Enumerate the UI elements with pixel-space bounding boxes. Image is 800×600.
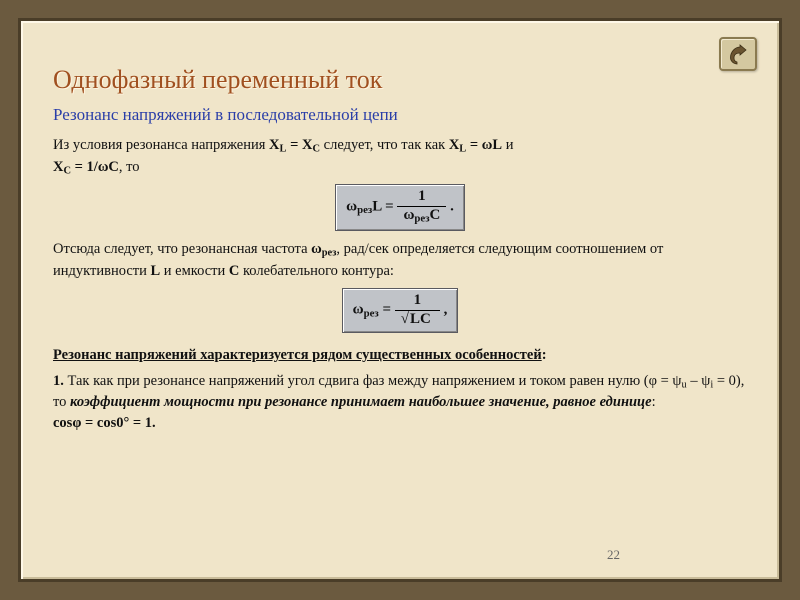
cos-line: cosφ = cos0° = 1. xyxy=(53,415,156,431)
text: следует, что так как xyxy=(320,137,449,153)
f2-omega: ω xyxy=(353,302,364,318)
xl2: X xyxy=(449,137,459,153)
sub-c: C xyxy=(312,144,320,155)
item-bold: коэффициент мощности при резонансе прини… xyxy=(70,394,652,410)
text: и емкости xyxy=(160,263,229,279)
omega-rez: ω xyxy=(311,241,322,257)
heading-colon: : xyxy=(542,347,547,363)
heading-text: Резонанс напряжений характеризуется рядо… xyxy=(53,347,542,363)
u-turn-icon xyxy=(725,43,751,65)
f1-frac: 1ωрезC xyxy=(397,189,446,225)
f2-eq: = xyxy=(379,302,395,318)
xc2: X xyxy=(53,159,63,175)
f1-den: ωрезC xyxy=(397,207,446,225)
L: L xyxy=(150,263,160,279)
f1-den-c: C xyxy=(430,207,441,223)
f2-sub: рез xyxy=(364,307,379,319)
f2-frac: 1√LC xyxy=(395,293,440,328)
item-text-a: Так как при резонансе напряжений угол сд… xyxy=(68,373,682,389)
f1-tail: . xyxy=(446,199,454,215)
paragraph-1: Из условия резонанса напряжения XL = XC … xyxy=(53,135,747,178)
sub-c2: C xyxy=(63,165,71,176)
back-button[interactable] xyxy=(719,37,757,71)
item-num: 1. xyxy=(53,373,68,389)
sub-l: L xyxy=(280,144,287,155)
formula-2: ωрез = 1√LC , xyxy=(342,288,459,334)
f2-under-sqrt: LC xyxy=(407,310,434,327)
heading-features: Резонанс напряжений характеризуется рядо… xyxy=(53,345,747,366)
f1-den-omega: ω xyxy=(403,207,414,223)
f1-num: 1 xyxy=(397,189,446,207)
f2-tail: , xyxy=(440,302,448,318)
eq: = X xyxy=(287,137,313,153)
xl-rhs: = ωL xyxy=(466,137,502,153)
formula-2-wrap: ωрез = 1√LC , xyxy=(53,286,747,336)
page-subtitle: Резонанс напряжений в последовательной ц… xyxy=(53,105,747,125)
f1-lhs-omega: ω xyxy=(346,199,357,215)
content-body: Из условия резонанса напряжения XL = XC … xyxy=(53,135,747,434)
C: C xyxy=(229,263,239,279)
slide-panel: Однофазный переменный ток Резонанс напря… xyxy=(18,18,782,582)
item-text-b: – ψ xyxy=(687,373,711,389)
item-tail: : xyxy=(652,394,656,410)
f1-lhs-L: L = xyxy=(372,199,397,215)
item-1: 1. Так как при резонансе напряжений угол… xyxy=(53,371,747,435)
xl: X xyxy=(269,137,279,153)
page-number: 22 xyxy=(607,547,620,563)
text: Из условия резонанса напряжения xyxy=(53,137,269,153)
text: и xyxy=(502,137,513,153)
f2-num: 1 xyxy=(395,293,440,311)
text: колебательного контура: xyxy=(239,263,394,279)
f1-sub: рез xyxy=(357,204,372,216)
formula-1: ωрезL = 1ωрезC . xyxy=(335,184,465,231)
page-title: Однофазный переменный ток xyxy=(53,65,747,95)
sub-rez: рез xyxy=(322,248,337,259)
formula-1-wrap: ωрезL = 1ωрезC . xyxy=(53,182,747,233)
f1-den-sub: рез xyxy=(414,213,429,225)
text: , то xyxy=(119,159,140,175)
text: Отсюда следует, что резонансная частота xyxy=(53,241,311,257)
slide-frame: Однофазный переменный ток Резонанс напря… xyxy=(0,0,800,600)
xc-rhs: = 1/ωC xyxy=(71,159,119,175)
f2-den: √LC xyxy=(395,311,440,328)
paragraph-2: Отсюда следует, что резонансная частота … xyxy=(53,239,747,282)
